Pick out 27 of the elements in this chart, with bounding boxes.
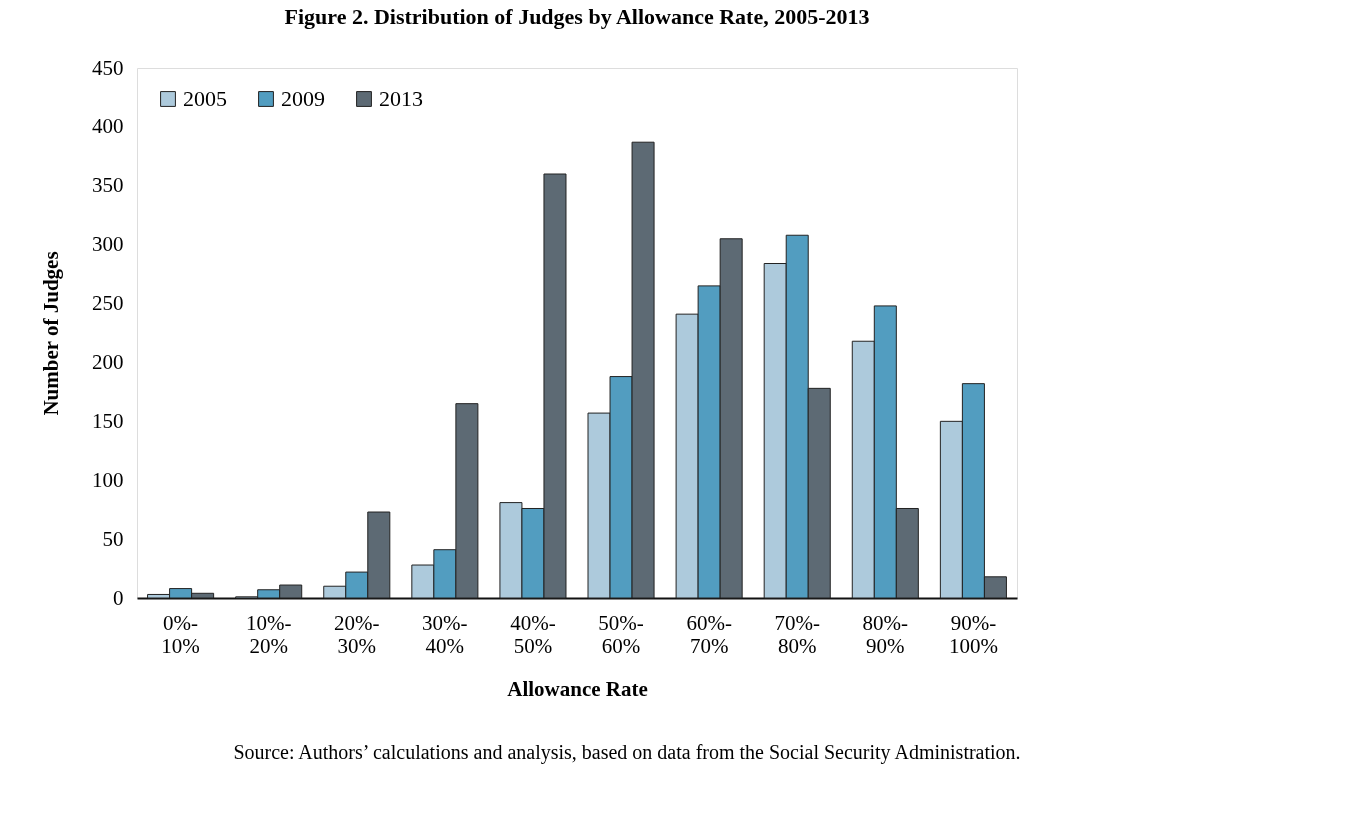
x-tick-label: 80%- 90% xyxy=(862,610,909,658)
x-tick-label: 60%- 70% xyxy=(686,610,732,658)
y-tick-label: 250 xyxy=(92,291,124,316)
x-axis-title: Allowance Rate xyxy=(507,676,648,701)
y-tick-label: 100 xyxy=(92,467,124,492)
y-tick-label: 300 xyxy=(92,232,124,257)
x-tick-label: 90%- 100% xyxy=(948,610,998,658)
x-tick-label: 50%- 60% xyxy=(598,610,644,658)
x-tick-label: 0%- 10% xyxy=(161,610,200,658)
y-tick-label: 150 xyxy=(92,408,124,433)
y-tick-label: 50 xyxy=(102,526,124,551)
legend-label: 2013 xyxy=(379,86,423,111)
y-tick-label: 200 xyxy=(92,349,124,374)
x-tick-label: 20%- 30% xyxy=(334,610,380,658)
x-tick-label: 40%- 50% xyxy=(510,610,556,658)
legend-label: 2009 xyxy=(281,86,325,111)
chart-title: Figure 2. Distribution of Judges by Allowance Rate, 2005-2013 xyxy=(284,4,870,29)
legend-label: 2005 xyxy=(183,86,227,111)
x-tick-label: 30%- 40% xyxy=(422,610,468,658)
y-tick-label: 450 xyxy=(92,55,124,80)
y-tick-label: 350 xyxy=(92,173,124,198)
x-tick-label: 10%- 20% xyxy=(245,610,292,658)
y-tick-label: 400 xyxy=(92,114,124,139)
y-tick-label: 0 xyxy=(113,585,124,610)
source-note: Source: Authors’ calculations and analysis, based on data from the Social Security Administration. xyxy=(233,741,1021,764)
y-axis-title: Number of Judges xyxy=(39,251,63,416)
x-tick-label: 70%- 80% xyxy=(774,610,820,658)
